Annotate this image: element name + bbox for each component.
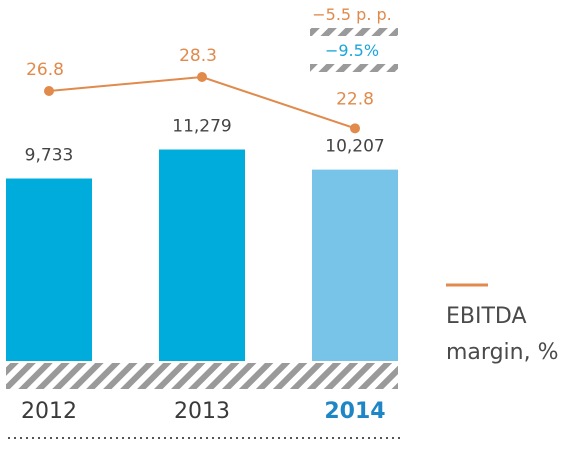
margin-point-2012 xyxy=(44,86,54,96)
bar-value-label-2013: 11,279 xyxy=(172,117,231,137)
x-tick-2012: 2012 xyxy=(21,399,77,424)
margin-label-2014: 22.8 xyxy=(336,89,374,109)
bar-value-label-2014: 10,207 xyxy=(325,137,384,157)
margin-point-2014 xyxy=(350,123,360,134)
ebitda-margin-points xyxy=(44,72,360,134)
x-tick-2013: 2013 xyxy=(174,399,230,424)
x-axis-tick-labels: 2012 2013 2014 xyxy=(21,399,386,424)
bar-series xyxy=(6,149,398,361)
legend-label-line1: EBITDA xyxy=(446,304,527,329)
margin-label-2012: 26.8 xyxy=(26,60,64,80)
margin-change-label: −5.5 p. p. xyxy=(312,5,392,24)
bar-value-labels: 9,733 11,279 10,207 xyxy=(25,117,385,166)
bar-2014 xyxy=(312,169,398,361)
bar-value-label-2012: 9,733 xyxy=(25,146,74,166)
ebitda-margin-labels: 26.8 28.3 22.8 xyxy=(26,46,374,109)
bar-2013 xyxy=(159,149,245,361)
margin-label-2013: 28.3 xyxy=(179,46,217,66)
legend-label-line2: margin, % xyxy=(446,340,558,365)
margin-change-hatch xyxy=(310,28,398,36)
x-tick-2014: 2014 xyxy=(324,399,385,424)
value-change-hatch xyxy=(310,64,398,72)
value-change-label: −9.5% xyxy=(325,41,379,60)
bar-2012 xyxy=(6,178,92,361)
baseline-hatch-strip xyxy=(6,363,398,389)
margin-point-2013 xyxy=(197,72,207,83)
